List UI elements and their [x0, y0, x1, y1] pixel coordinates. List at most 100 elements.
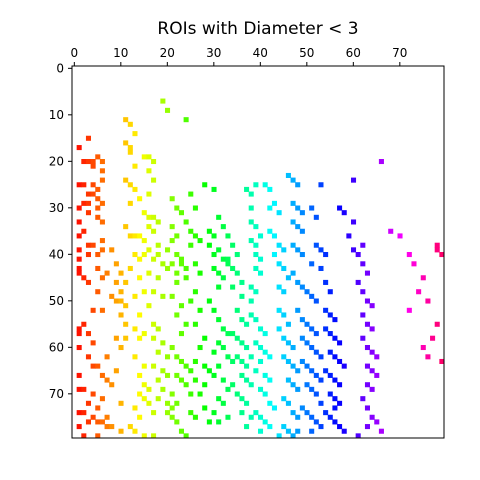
heatmap-cell — [123, 140, 129, 146]
heatmap-cell — [146, 303, 152, 309]
heatmap-cell — [81, 386, 87, 392]
heatmap-cell — [85, 279, 91, 285]
heatmap-cell — [369, 386, 375, 392]
heatmap-cell — [132, 252, 138, 258]
heatmap-cell — [327, 349, 333, 355]
heatmap-cell — [225, 386, 231, 392]
heatmap-cell — [332, 354, 338, 360]
heatmap-cell — [318, 182, 324, 188]
heatmap-cell — [206, 368, 212, 374]
heatmap-cell — [99, 247, 105, 253]
heatmap-cell — [276, 242, 282, 248]
heatmap-cell — [174, 312, 180, 318]
heatmap-cell — [337, 424, 343, 430]
heatmap-cell — [318, 265, 324, 271]
heatmap-cell — [137, 256, 143, 262]
heatmap-cell — [220, 400, 226, 406]
heatmap-cell — [155, 377, 161, 383]
heatmap-cell — [132, 163, 138, 169]
heatmap-cell — [169, 261, 175, 267]
heatmap-cell — [151, 321, 157, 327]
heatmap-cell — [90, 159, 96, 165]
heatmap-cell — [244, 321, 250, 327]
heatmap-cell — [127, 149, 133, 155]
heatmap-cell — [360, 312, 366, 318]
heatmap-cell — [355, 279, 361, 285]
heatmap-cell — [178, 428, 184, 434]
heatmap-cell — [239, 340, 245, 346]
heatmap-cell — [276, 433, 282, 439]
y-tick-label: 50 — [49, 294, 64, 308]
heatmap-cell — [253, 265, 259, 271]
heatmap-cell — [211, 410, 217, 416]
heatmap-cell — [132, 186, 138, 192]
heatmap-cell — [188, 410, 194, 416]
heatmap-cell — [244, 400, 250, 406]
heatmap-cell — [165, 247, 171, 253]
heatmap-cell — [290, 200, 296, 206]
heatmap-cell — [313, 298, 319, 304]
heatmap-cell — [267, 228, 273, 234]
heatmap-cell — [85, 242, 91, 248]
heatmap-cell — [351, 177, 357, 183]
heatmap-cell — [248, 284, 254, 290]
heatmap-cell — [295, 414, 301, 420]
heatmap-cell — [323, 307, 329, 313]
heatmap-cell — [225, 261, 231, 267]
heatmap-cell — [323, 368, 329, 374]
heatmap-cell — [165, 354, 171, 360]
heatmap-cell — [211, 252, 217, 258]
heatmap-cell — [313, 391, 319, 397]
heatmap-cell — [304, 410, 310, 416]
heatmap-cell — [332, 396, 338, 402]
heatmap-cell — [192, 205, 198, 211]
heatmap-cell — [281, 354, 287, 360]
heatmap-cell — [192, 358, 198, 364]
heatmap-cell — [239, 293, 245, 299]
heatmap-cell — [323, 410, 329, 416]
heatmap-cell — [341, 428, 347, 434]
heatmap-cell — [85, 135, 91, 141]
heatmap-cell — [285, 275, 291, 281]
heatmap-cell — [127, 121, 133, 127]
heatmap-cell — [239, 396, 245, 402]
heatmap-cell — [206, 298, 212, 304]
heatmap-cell — [178, 331, 184, 337]
heatmap-cell — [411, 261, 417, 267]
heatmap-cell — [76, 219, 82, 225]
heatmap-cell — [81, 182, 87, 188]
heatmap-cell — [151, 363, 157, 369]
heatmap-cell — [364, 321, 370, 327]
heatmap-cell — [151, 335, 157, 341]
heatmap-cell — [360, 242, 366, 248]
heatmap-cell — [95, 214, 101, 220]
heatmap-cell — [127, 200, 133, 206]
heatmap-cell — [132, 326, 138, 332]
heatmap-cell — [364, 345, 370, 351]
heatmap-cell — [211, 349, 217, 355]
heatmap-cell — [285, 358, 291, 364]
heatmap-cell — [323, 279, 329, 285]
heatmap-cell — [104, 377, 110, 383]
heatmap-cell — [216, 317, 222, 323]
heatmap-cell — [253, 252, 259, 258]
heatmap-cell — [90, 307, 96, 313]
heatmap-cell — [271, 405, 277, 411]
heatmap-cell — [216, 340, 222, 346]
heatmap-cell — [99, 200, 105, 206]
heatmap-cell — [290, 433, 296, 439]
heatmap-cell — [202, 363, 208, 369]
heatmap-cell — [118, 270, 124, 276]
heatmap-cell — [211, 265, 217, 271]
heatmap-cell — [127, 265, 133, 271]
heatmap-cell — [318, 247, 324, 253]
heatmap-cell — [258, 256, 264, 262]
heatmap-cell — [197, 238, 203, 244]
heatmap-cell — [355, 433, 361, 439]
heatmap-cell — [341, 363, 347, 369]
heatmap-cell — [295, 279, 301, 285]
heatmap-cell — [225, 354, 231, 360]
heatmap-cell — [281, 289, 287, 295]
heatmap-cell — [76, 233, 82, 239]
x-tick-label: 20 — [160, 46, 175, 60]
